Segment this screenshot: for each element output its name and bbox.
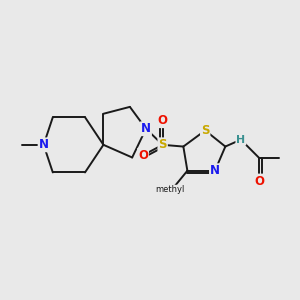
Text: O: O	[158, 114, 168, 127]
Text: H: H	[236, 135, 245, 145]
Text: methyl: methyl	[155, 185, 184, 194]
Text: N: N	[141, 122, 151, 135]
Text: O: O	[138, 149, 148, 162]
Text: O: O	[254, 175, 264, 188]
Text: S: S	[158, 138, 167, 151]
Text: S: S	[201, 124, 209, 137]
Text: N: N	[210, 164, 220, 177]
Text: N: N	[39, 138, 49, 151]
